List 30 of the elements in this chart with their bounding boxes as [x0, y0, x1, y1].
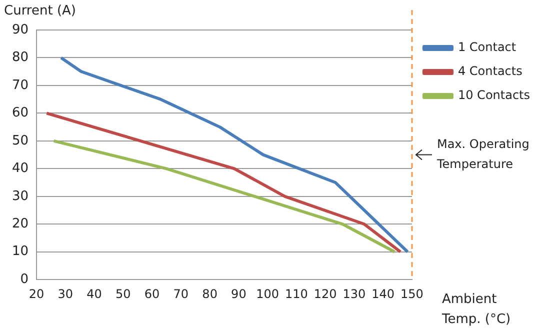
x-tick-label: 20	[28, 286, 44, 301]
x-tick-label: 50	[116, 286, 131, 301]
legend-label: 4 Contacts	[458, 64, 522, 78]
x-axis-title: Ambient Temp. (°C)	[440, 292, 511, 327]
y-tick-label: 50	[12, 133, 29, 148]
x-tick-label: 60	[144, 286, 160, 301]
legend-label: 10 Contacts	[458, 88, 530, 102]
x-tick-label: 80	[202, 286, 218, 301]
y-tick-label: 30	[12, 188, 29, 204]
legend-label: 1 Contact	[458, 40, 516, 54]
x-tick-label: 40	[86, 286, 102, 301]
y-tick-label: 60	[12, 106, 29, 121]
y-axis-title: Current (A)	[4, 3, 76, 18]
x-tick-label: 70	[173, 286, 189, 301]
y-tick-label: 90	[12, 22, 29, 38]
y-tick-label: 20	[12, 216, 29, 232]
x-tick-label: 100	[256, 286, 280, 301]
y-tick-label: 40	[12, 161, 29, 176]
ref-line-label: Max. Operating Temperature	[436, 136, 530, 171]
x-tick-label: 140	[372, 286, 395, 301]
y-tick-label: 80	[12, 50, 29, 66]
x-tick-label: 130	[342, 286, 366, 301]
y-tick-label: 0	[20, 272, 29, 287]
x-tick-label: 110	[285, 286, 308, 301]
x-tick-label: 30	[58, 286, 74, 301]
y-tick-label: 10	[12, 244, 29, 260]
x-tick-label: 150	[400, 286, 424, 301]
x-tick-label: 120	[314, 286, 337, 301]
y-tick-label: 70	[12, 78, 29, 93]
x-tick-label: 90	[231, 286, 246, 301]
